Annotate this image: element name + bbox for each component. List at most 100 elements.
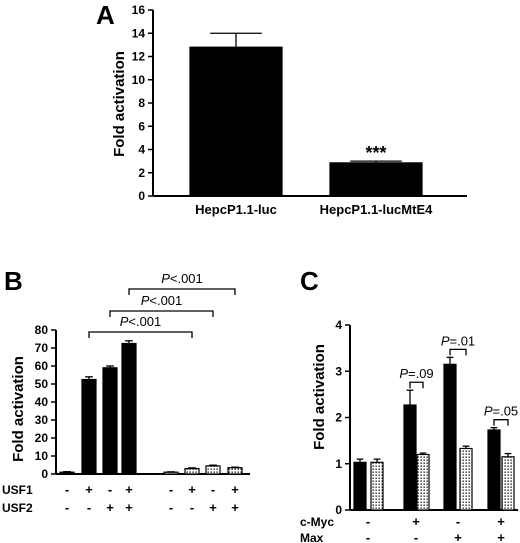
panel-a-y-tick-label-6: 12: [132, 50, 146, 64]
panel-b-y-tick-label-7: 70: [35, 341, 49, 355]
panel-a-y-axis-label: Fold activation: [111, 51, 128, 157]
panel-c-condition-1-sign-0: -: [366, 530, 370, 543]
panel-b-comparison-label-0: P<.001: [120, 314, 162, 329]
panel-b-condition-1-sign-1: -: [87, 500, 91, 515]
panel-c-comparison-bracket-0: [409, 381, 424, 389]
panel-b-comparison-label-2: P<.001: [161, 271, 203, 286]
panel-b-comparison-label-1-p: P: [141, 293, 150, 308]
panel-c-bar-d3: [501, 456, 515, 511]
panel-b-condition-1-sign-7: +: [231, 500, 239, 515]
panel-b-bar-0: [59, 471, 75, 475]
panel-b-bar-5: [184, 468, 200, 475]
panel-b-letter: B: [4, 266, 23, 296]
panel-b-bar-6: [205, 465, 221, 475]
panel-c-condition-1-sign-3: +: [497, 530, 505, 543]
panel-b-condition-0-sign-5: +: [188, 482, 196, 497]
panel-c-condition-0-sign-0: -: [366, 514, 370, 529]
panel-b-comparison-label-1: P<.001: [141, 293, 183, 308]
panel-a-y-tick-label-8: 16: [132, 3, 146, 17]
panel-b-comparison-label-1-value: <.001: [149, 293, 182, 308]
panel-c-y-tick-label-4: 4: [335, 318, 342, 332]
panel-c-y-tick-label-0: 0: [335, 503, 342, 517]
panel-b-y-tick-label-8: 80: [35, 323, 49, 337]
panel-b-comparison-label-2-p: P: [161, 271, 170, 286]
panel-b-bar-2: [102, 367, 118, 475]
panel-c-bar-d2: [459, 447, 473, 511]
panel-a-y-tick-label-3: 6: [138, 119, 145, 133]
panel-a-y-tick-label-2: 4: [138, 143, 145, 157]
panel-a-y-tick-label-0: 0: [138, 189, 145, 203]
panel-c-bar-s3: [487, 429, 501, 511]
panel-c-y-tick-label-2: 2: [335, 411, 342, 425]
panel-c-y-tick-label-1: 1: [335, 457, 342, 471]
panel-c-comparison-label-1: P=.01: [441, 333, 475, 348]
panel-c-comparison-label-2-p: P: [484, 404, 493, 419]
panel-b-condition-1-sign-3: +: [125, 500, 133, 515]
panel-c-comparison-bracket-2: [493, 419, 509, 426]
panel-c-condition-0-sign-3: +: [497, 514, 505, 529]
panel-b-comparison-bracket-0: [88, 331, 193, 338]
panel-b-y-tick-label-1: 10: [35, 449, 49, 463]
panel-c-y-axis-label: Fold activation: [311, 344, 328, 450]
panel-b-bar-1: [81, 378, 97, 475]
panel-a-bar-1: [329, 162, 423, 197]
panel-c-bar-d1: [416, 453, 430, 511]
panel-b-condition-1-sign-0: -: [65, 500, 69, 515]
panel-c-bar-s0: [353, 461, 367, 511]
panel-b-comparison-label-0-value: <.001: [128, 314, 161, 329]
panel-b: B Fold activation 01020304050607080P<.00…: [2, 266, 250, 515]
panel-b-condition-0-sign-6: -: [211, 482, 215, 497]
panel-c: C Fold activation 01234P=.09P=.01P=.05c-…: [300, 266, 518, 543]
panel-c-comparison-label-1-p: P: [441, 333, 450, 348]
panel-a-bar-0: [189, 46, 283, 197]
panel-c-y-tick-label-3: 3: [335, 364, 342, 378]
panel-b-condition-0-sign-7: +: [231, 482, 239, 497]
panel-b-condition-0-sign-2: -: [108, 482, 112, 497]
panel-a-y-tick-label-4: 8: [138, 96, 145, 110]
panel-b-comparison-bracket-1: [109, 310, 214, 317]
panel-b-condition-1-sign-5: -: [190, 500, 194, 515]
panel-a-x-label-0: HepcP1.1-luc: [195, 202, 277, 217]
panel-b-y-tick-label-4: 40: [35, 395, 49, 409]
panel-b-comparison-label-0-p: P: [120, 314, 129, 329]
panel-c-comparison-label-0-p: P: [399, 366, 408, 381]
panel-c-condition-label-0: c-Myc: [300, 515, 334, 529]
panel-b-y-tick-label-6: 60: [35, 359, 49, 373]
panel-c-comparison-label-0: P=.09: [399, 366, 433, 381]
panel-b-bar-7: [227, 467, 243, 475]
panel-c-bar-s2: [443, 363, 457, 511]
panel-b-comparison-label-2-value: <.001: [170, 271, 203, 286]
panel-b-condition-1-sign-6: +: [209, 500, 217, 515]
panel-c-condition-1-sign-1: -: [414, 530, 418, 543]
panel-a-y-tick-label-1: 2: [138, 166, 145, 180]
panel-a: A Fold activation 0 2 4 6 8 10 12 14 16 HepcP1.1-…: [96, 0, 467, 217]
panel-a-significance-1-0: ***: [365, 143, 386, 163]
panel-b-y-tick-label-0: 0: [41, 467, 48, 481]
panel-b-y-tick-label-5: 50: [35, 377, 49, 391]
panel-c-condition-1-sign-2: +: [454, 530, 462, 543]
panel-b-comparison-bracket-2: [128, 288, 236, 295]
panel-b-condition-0-sign-1: +: [85, 482, 93, 497]
panel-b-y-tick-label-2: 20: [35, 431, 49, 445]
panel-a-x-label-1: HepcP1.1-lucMtE4: [320, 202, 433, 217]
panel-c-condition-0-sign-2: -: [456, 514, 460, 529]
panel-c-letter: C: [300, 266, 319, 296]
panel-b-condition-0-sign-0: -: [65, 482, 69, 497]
panel-b-condition-0-sign-3: +: [125, 482, 133, 497]
panel-a-y-tick-label-5: 10: [132, 73, 146, 87]
panel-c-bar-d0: [370, 461, 384, 511]
panel-b-y-tick-label-3: 30: [35, 413, 49, 427]
panel-b-condition-label-1: USF2: [2, 501, 33, 515]
panel-b-plot: 01020304050607080P<.001P<.001P<.001USF1-…: [2, 271, 250, 515]
panel-c-comparison-label-0-value: =.09: [408, 366, 434, 381]
panel-a-letter: A: [96, 0, 115, 30]
panel-c-comparison-label-1-value: =.01: [450, 333, 476, 348]
panel-b-condition-label-0: USF1: [2, 483, 33, 497]
panel-a-plot: 0 2 4 6 8 10 12 14 16 HepcP1.1-luc HepcP1.1-lucMtE…: [132, 3, 467, 217]
panel-b-bar-3: [121, 342, 137, 475]
panel-c-comparison-label-2: P=.05: [484, 404, 518, 419]
panel-b-condition-1-sign-4: -: [169, 500, 173, 515]
panel-a-y-tick-label-7: 14: [132, 26, 146, 40]
